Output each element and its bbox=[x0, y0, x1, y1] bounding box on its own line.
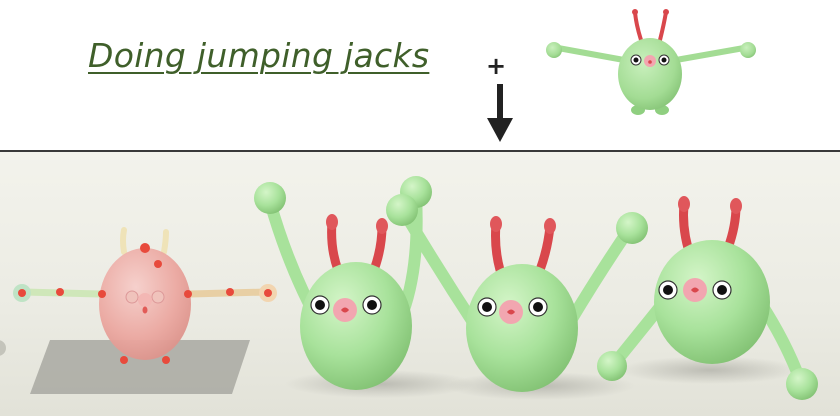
ground-plane bbox=[30, 340, 250, 394]
reference-character-image bbox=[546, 9, 756, 115]
animation-frames-illustration bbox=[0, 176, 818, 400]
animation-sequence-panel bbox=[0, 152, 840, 416]
down-arrow-icon bbox=[487, 84, 513, 142]
animation-frame-2 bbox=[386, 194, 648, 400]
animation-frame-1 bbox=[254, 176, 475, 398]
plus-operator: + bbox=[486, 52, 507, 80]
rigged-character-frame bbox=[13, 227, 277, 364]
animation-frame-3 bbox=[597, 196, 818, 400]
motion-prompt-title: Doing jumping jacks bbox=[88, 36, 430, 75]
section-divider bbox=[0, 150, 840, 152]
